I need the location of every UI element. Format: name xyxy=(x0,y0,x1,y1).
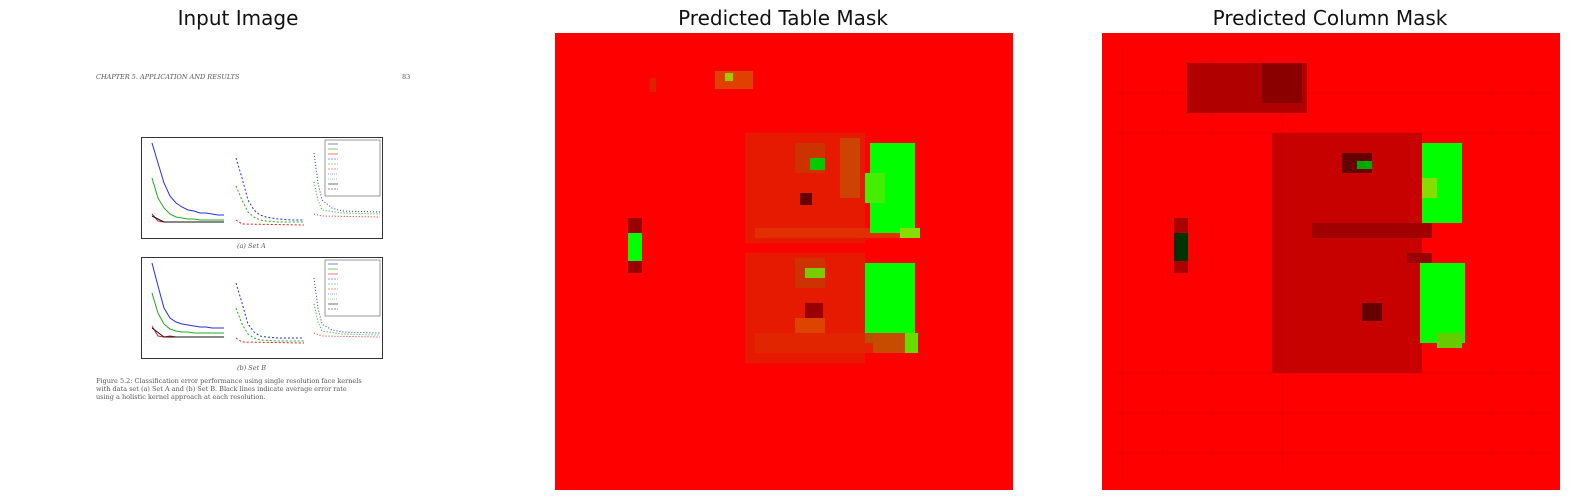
plot-b-lines xyxy=(151,259,381,344)
doc-caption-a: (a) Set A xyxy=(237,242,266,250)
figure-plot-b xyxy=(141,257,383,359)
table-mask-title: Predicted Table Mask xyxy=(678,6,888,30)
figure-caption-line-1: Figure 5.2: Classification error perform… xyxy=(96,377,362,385)
table-mask-panel xyxy=(555,33,1013,490)
figure-caption-line-3: using a holistic kernel approach at each… xyxy=(96,393,266,401)
input-image-title: Input Image xyxy=(177,6,299,30)
doc-caption-b: (b) Set B xyxy=(237,364,267,372)
column-mask-panel xyxy=(1102,33,1560,490)
input-image-panel: CHAPTER 5. APPLICATION AND RESULTS 83 xyxy=(9,33,467,490)
table-mask-heatmap xyxy=(555,33,1013,490)
plot-a-lines xyxy=(151,139,381,226)
figure-plot-a xyxy=(141,137,383,239)
doc-header-left: CHAPTER 5. APPLICATION AND RESULTS xyxy=(96,73,240,81)
doc-header-right: 83 xyxy=(402,73,411,81)
column-mask-title: Predicted Column Mask xyxy=(1212,6,1448,30)
column-mask-heatmap xyxy=(1102,33,1560,490)
figure-caption-line-2: with data set (a) Set A and (b) Set B. B… xyxy=(96,385,347,393)
